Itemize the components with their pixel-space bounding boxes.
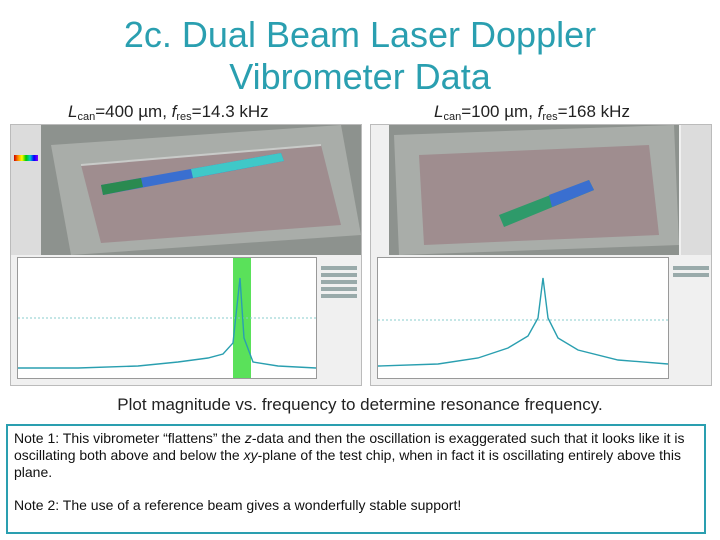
right-spectrum-svg (377, 277, 669, 367)
right-3d-view (389, 125, 679, 255)
caption-l-symbol: L (434, 102, 444, 121)
caption-f-sub: res (542, 111, 558, 123)
plot-instruction: Plot magnitude vs. frequency to determin… (117, 395, 603, 414)
right-spectrum-plot (377, 257, 669, 379)
left-spectrum-plot (17, 257, 317, 379)
left-legend (321, 263, 357, 301)
slide-title: 2c. Dual Beam Laser Doppler Vibrometer D… (0, 14, 720, 98)
caption-l-value: =400 µm, (95, 102, 172, 121)
title-line-1: 2c. Dual Beam Laser Doppler (123, 14, 597, 55)
right-legend (673, 263, 709, 280)
left-3d-render (51, 125, 361, 255)
left-toolbar (11, 125, 41, 255)
left-caption: Lcan=400 µm, fres=14.3 kHz (68, 102, 269, 123)
right-caption: Lcan=100 µm, fres=168 kHz (434, 102, 630, 123)
caption-l-sub: can (443, 111, 462, 123)
magnitude-trace (18, 277, 317, 369)
note-2: Note 2: The use of a reference beam give… (14, 497, 462, 513)
right-vibrometer-screenshot (370, 124, 712, 386)
caption-l-sub: can (77, 111, 96, 123)
left-vibrometer-screenshot (10, 124, 362, 386)
caption-f-value: =14.3 kHz (191, 102, 269, 121)
caption-f-symbol: f (171, 102, 177, 121)
caption-f-sub: res (176, 111, 192, 123)
notes-box: Note 1: This vibrometer “flattens” the z… (6, 424, 706, 534)
right-3d-render (394, 125, 679, 255)
caption-f-value: =168 kHz (557, 102, 630, 121)
title-line-2: Vibrometer Data (229, 56, 491, 97)
color-scale-icon (14, 155, 38, 161)
caption-l-symbol: L (68, 102, 78, 121)
note-1: Note 1: This vibrometer “flattens” the z… (14, 430, 685, 480)
right-toolbar (681, 125, 711, 255)
magnitude-trace (377, 277, 669, 367)
caption-f-symbol: f (537, 102, 543, 121)
caption-l-value: =100 µm, (461, 102, 538, 121)
left-3d-view (41, 125, 361, 255)
left-spectrum-svg (18, 258, 317, 378)
